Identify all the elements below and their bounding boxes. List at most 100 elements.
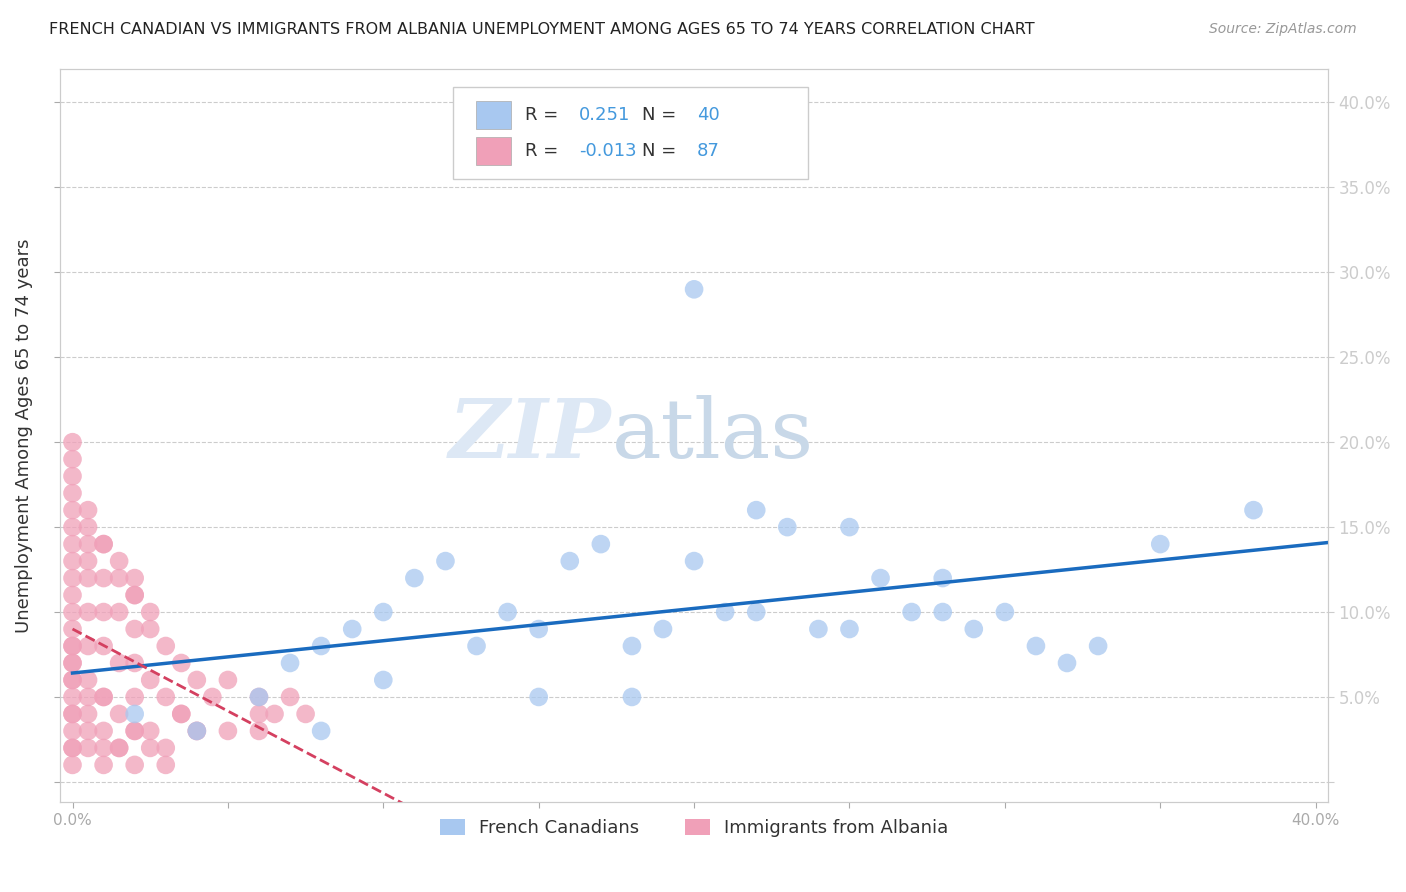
Point	[263, 706, 285, 721]
Point	[139, 740, 162, 755]
Point	[62, 673, 84, 687]
Point	[62, 706, 84, 721]
Point	[108, 571, 131, 585]
Point	[309, 723, 332, 738]
Point	[620, 690, 643, 704]
Point	[683, 554, 706, 568]
Point	[77, 554, 100, 568]
Point	[186, 673, 208, 687]
Point	[496, 605, 519, 619]
Point	[93, 537, 115, 551]
Text: N =: N =	[643, 143, 682, 161]
Point	[186, 723, 208, 738]
Point	[62, 723, 84, 738]
Point	[77, 690, 100, 704]
Point	[77, 520, 100, 534]
Point	[1149, 537, 1171, 551]
Point	[93, 740, 115, 755]
Point	[124, 690, 146, 704]
Point	[77, 740, 100, 755]
Point	[62, 469, 84, 483]
Point	[247, 690, 270, 704]
Point	[155, 740, 177, 755]
Point	[170, 706, 193, 721]
Point	[807, 622, 830, 636]
Point	[77, 639, 100, 653]
Point	[1056, 656, 1078, 670]
Point	[139, 605, 162, 619]
Point	[931, 571, 953, 585]
Text: FRENCH CANADIAN VS IMMIGRANTS FROM ALBANIA UNEMPLOYMENT AMONG AGES 65 TO 74 YEAR: FRENCH CANADIAN VS IMMIGRANTS FROM ALBAN…	[49, 22, 1035, 37]
Point	[465, 639, 488, 653]
Point	[62, 452, 84, 467]
Point	[139, 673, 162, 687]
Point	[62, 740, 84, 755]
Point	[342, 622, 364, 636]
Point	[994, 605, 1017, 619]
Point	[62, 588, 84, 602]
Point	[527, 622, 550, 636]
Point	[186, 723, 208, 738]
Point	[93, 723, 115, 738]
Bar	[477, 101, 512, 128]
Point	[77, 571, 100, 585]
Point	[139, 723, 162, 738]
Text: 87: 87	[696, 143, 720, 161]
Point	[93, 690, 115, 704]
Point	[62, 520, 84, 534]
Point	[931, 605, 953, 619]
Point	[62, 706, 84, 721]
Text: 40: 40	[696, 106, 720, 124]
Point	[124, 723, 146, 738]
Point	[217, 673, 239, 687]
Point	[62, 622, 84, 636]
Point	[62, 740, 84, 755]
Legend: French Canadians, Immigrants from Albania: French Canadians, Immigrants from Albani…	[433, 812, 956, 845]
Point	[1087, 639, 1109, 653]
Point	[309, 639, 332, 653]
Point	[108, 740, 131, 755]
Point	[838, 622, 860, 636]
Bar	[477, 137, 512, 165]
Point	[62, 639, 84, 653]
Point	[93, 758, 115, 772]
Point	[124, 571, 146, 585]
Point	[745, 503, 768, 517]
Point	[294, 706, 316, 721]
Point	[434, 554, 457, 568]
Point	[62, 758, 84, 772]
Point	[108, 605, 131, 619]
Point	[838, 520, 860, 534]
Point	[62, 554, 84, 568]
Point	[77, 537, 100, 551]
Point	[247, 690, 270, 704]
Point	[1243, 503, 1265, 517]
Point	[373, 605, 395, 619]
Point	[620, 639, 643, 653]
Point	[278, 690, 301, 704]
Point	[155, 639, 177, 653]
Point	[108, 740, 131, 755]
Point	[93, 690, 115, 704]
Point	[278, 656, 301, 670]
Point	[77, 723, 100, 738]
Point	[62, 656, 84, 670]
Point	[62, 486, 84, 500]
Point	[62, 639, 84, 653]
Point	[62, 571, 84, 585]
Point	[62, 673, 84, 687]
Point	[77, 706, 100, 721]
Point	[217, 723, 239, 738]
Point	[900, 605, 922, 619]
Point	[77, 605, 100, 619]
Point	[77, 503, 100, 517]
Point	[93, 605, 115, 619]
Point	[527, 690, 550, 704]
Point	[714, 605, 737, 619]
Point	[124, 758, 146, 772]
Point	[108, 706, 131, 721]
Point	[869, 571, 891, 585]
Text: N =: N =	[643, 106, 682, 124]
Point	[77, 673, 100, 687]
Text: atlas: atlas	[612, 395, 814, 475]
